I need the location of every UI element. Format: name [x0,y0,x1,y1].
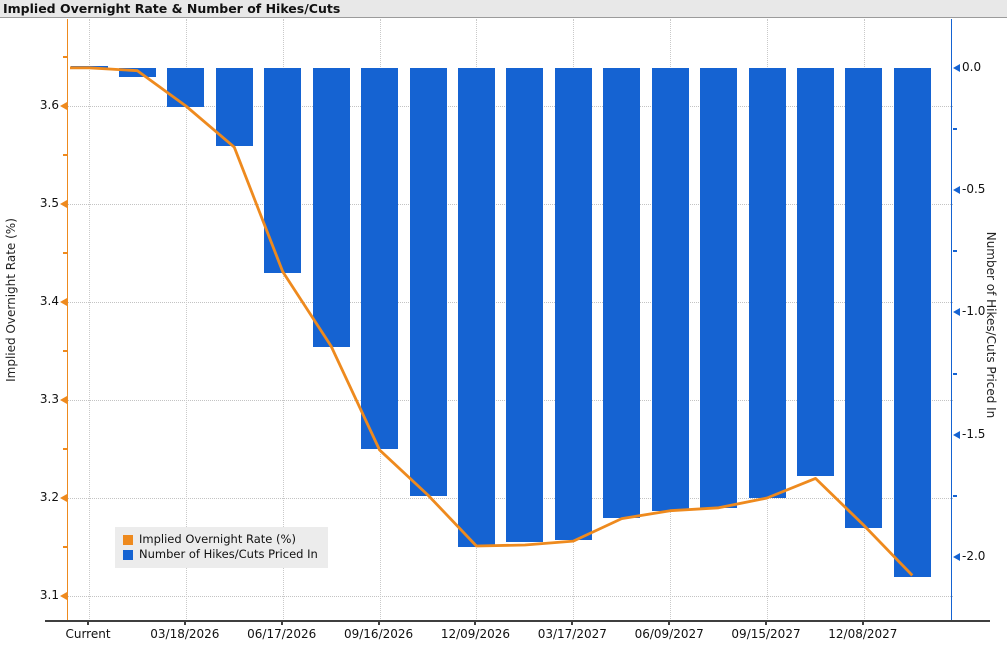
bar-hikes-cuts [893,67,931,577]
bar-hikes-cuts [845,67,883,528]
legend: Implied Overnight Rate (%) Number of Hik… [115,527,328,568]
left-axis-title: Implied Overnight Rate (%) [4,218,18,382]
right-axis-tick [952,185,960,194]
right-axis-tick-label: -2.0 [962,549,986,564]
bar-hikes-cuts [409,67,447,496]
left-axis-tick-label: 3.4 [39,294,59,308]
left-axis-minor-tick [63,350,67,352]
grid-line-horizontal [68,596,953,597]
left-axis-tick-label: 3.1 [39,588,59,602]
rate-line [70,66,914,577]
legend-swatch-hikes [123,549,133,560]
bar-hikes-cuts [167,67,205,107]
bar-hikes-cuts [215,67,253,146]
left-axis-tick [59,592,67,600]
bar-hikes-cuts [748,67,786,499]
x-axis-tick [668,621,671,625]
left-axis-minor-tick [63,252,67,254]
chart-title: Implied Overnight Rate & Number of Hikes… [0,0,1007,18]
plot-area[interactable] [67,19,953,621]
left-axis-tick-label: 3.5 [39,196,59,210]
grid-line-vertical [89,19,90,621]
left-axis-tick-label: 3.2 [39,490,59,504]
bar-hikes-cuts [603,67,641,518]
right-axis-minor-tick [953,127,957,130]
bar-hikes-cuts [554,67,592,540]
legend-swatch-rate [123,534,133,545]
x-axis-tick [861,621,864,625]
right-axis-tick-label: 0.0 [962,59,982,74]
x-axis-line [45,620,990,622]
x-axis-tick [280,621,283,625]
x-axis-tick-label: Current [65,627,111,641]
right-axis-minor-tick [953,250,957,253]
left-axis-tick-label: 3.3 [39,392,59,406]
grid-line-vertical [282,19,284,621]
bar-hikes-cuts [651,67,689,511]
legend-item-rate: Implied Overnight Rate (%) [123,532,318,547]
x-axis-tick [474,621,477,625]
bar-hikes-cuts [700,67,738,509]
left-axis-tick [59,200,67,208]
x-axis-tick-label: 12/08/2027 [828,627,898,641]
bar-hikes-cuts [312,67,350,347]
right-axis-tick [952,553,960,562]
x-axis-tick [377,621,380,625]
left-axis-tick [59,396,67,404]
bar-hikes-cuts [796,67,834,477]
grid-line-vertical [185,19,187,621]
right-axis-tick-label: -1.0 [962,304,986,319]
bar-hikes-cuts [506,67,544,543]
x-axis-tick [765,621,768,625]
legend-label-rate: Implied Overnight Rate (%) [139,532,296,546]
right-axis-tick [952,63,960,72]
right-axis-minor-tick [953,372,957,375]
left-axis-tick [59,102,67,110]
legend-item-hikes: Number of Hikes/Cuts Priced In [123,547,318,562]
right-axis-minor-tick [953,494,957,497]
x-axis-tick [87,621,89,625]
x-axis-tick-label: 03/18/2026 [150,627,220,641]
x-axis-tick-label: 03/17/2027 [537,627,607,641]
right-axis-tick-label: -0.5 [962,181,986,196]
right-axis-tick-label: -1.5 [962,426,986,441]
bar-hikes-cuts [457,67,495,548]
x-axis-tick [183,621,186,625]
left-axis-minor-tick [63,546,67,548]
bar-hikes-cuts [361,67,399,450]
left-axis-tick [59,494,67,502]
left-axis-tick [59,298,67,306]
x-axis-tick-label: 12/09/2026 [440,627,511,641]
x-axis-tick [571,621,574,625]
x-axis-tick-label: 09/15/2027 [731,627,801,641]
left-axis-minor-tick [63,154,67,156]
x-axis-tick-label: 06/17/2026 [247,627,317,641]
left-axis-minor-tick [63,448,67,450]
x-axis-tick-label: 06/09/2027 [634,627,704,641]
x-axis-tick-label: 09/16/2026 [343,627,414,641]
right-axis-tick [952,308,960,317]
legend-label-hikes: Number of Hikes/Cuts Priced In [139,547,318,561]
left-axis-minor-tick [63,56,67,58]
right-axis-title: Number of Hikes/Cuts Priced In [984,231,998,419]
right-axis-tick [952,430,960,439]
left-axis-tick-label: 3.6 [39,98,59,112]
